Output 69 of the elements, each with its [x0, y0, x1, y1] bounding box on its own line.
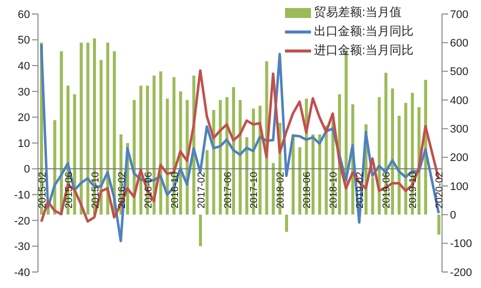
x-tick-label: 2017-02: [196, 171, 208, 209]
bar: [285, 214, 288, 232]
bar: [106, 42, 110, 215]
legend-label: 贸易差额:当月值: [314, 4, 402, 21]
bar: [404, 102, 408, 215]
y-tick-label: -20: [14, 215, 30, 228]
y-tick-label: 30: [18, 86, 30, 98]
x-tick-label: 2018-06: [302, 171, 314, 209]
bar: [238, 100, 242, 215]
bar: [312, 134, 315, 215]
y-tick-label: 40: [18, 60, 30, 73]
x-tick-label: 2016-10: [170, 171, 181, 209]
bar: [437, 214, 440, 235]
x-tick-label: 2019-06: [382, 171, 393, 209]
bar: [398, 116, 401, 215]
bar: [152, 76, 156, 215]
x-tick-label: 2018-02: [276, 171, 287, 209]
y-tick-label: -30: [14, 241, 30, 254]
x-tick-label: 2017-06: [222, 171, 234, 209]
x-tick-label: 2017-10: [249, 171, 260, 209]
bar: [100, 60, 103, 215]
bar: [324, 126, 328, 215]
y-tick-label: 20: [18, 112, 30, 124]
y2-tick-label: -100: [450, 238, 472, 250]
y-tick-label: 60: [18, 8, 30, 21]
y-tick-label: 0: [24, 164, 30, 176]
bar: [378, 97, 381, 215]
y2-tick-label: 100: [450, 180, 468, 193]
y-tick-label: 50: [18, 34, 30, 47]
x-tick-label: 2016-06: [143, 171, 154, 209]
bar: [318, 134, 322, 215]
bar: [166, 98, 169, 215]
bar: [139, 86, 142, 215]
y2-tick-label: 400: [450, 94, 468, 107]
x-tick-label: 2019-02: [355, 171, 366, 209]
x-tick-label: 2018-10: [328, 171, 340, 209]
bar: [232, 87, 236, 215]
y2-tick-label: 600: [450, 38, 468, 50]
bar: [86, 42, 90, 215]
bar: [391, 88, 394, 215]
bar: [60, 51, 63, 215]
x-tick-label: 2015-10: [90, 171, 102, 209]
bar: [198, 214, 202, 246]
bar: [179, 91, 182, 215]
y2-tick-label: 0: [450, 210, 456, 222]
bar: [73, 94, 76, 215]
x-tick-label: 2020-02: [434, 171, 446, 209]
bar: [218, 100, 222, 215]
y2-tick-label: 500: [450, 66, 468, 78]
y2-tick-label: -200: [450, 266, 472, 279]
x-tick-label: 2015-06: [64, 171, 75, 209]
legend-label: 进口金额:当月同比: [314, 42, 414, 59]
y-tick-label: -40: [14, 266, 30, 279]
legend-label: 出口金额:当月同比: [314, 23, 414, 40]
bar: [80, 42, 83, 215]
y2-tick-label: 700: [450, 8, 468, 21]
x-tick-label: 2019-10: [408, 171, 420, 209]
x-tick-label: 2015-02: [37, 171, 48, 209]
x-tick-label: 2016-02: [116, 171, 128, 209]
bar: [245, 137, 248, 215]
y2-tick-label: 300: [450, 124, 468, 136]
y-tick-label: 10: [18, 138, 30, 150]
bar: [298, 147, 302, 215]
bar: [206, 150, 209, 215]
bar: [371, 177, 374, 215]
y-tick-label: -10: [14, 190, 30, 202]
bar: [159, 71, 162, 215]
bar: [272, 163, 275, 215]
y2-tick-label: 200: [450, 152, 468, 164]
